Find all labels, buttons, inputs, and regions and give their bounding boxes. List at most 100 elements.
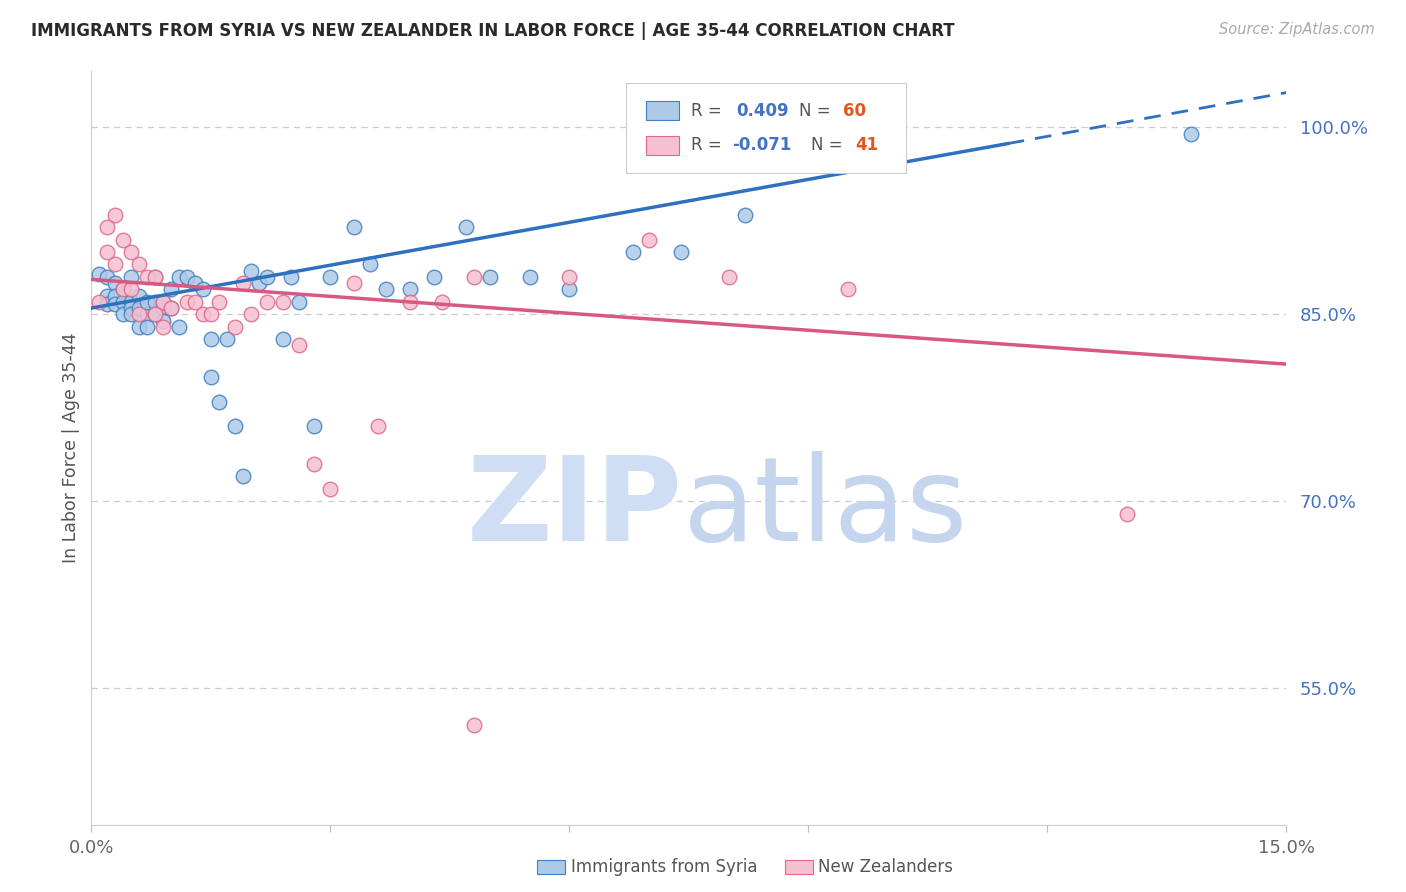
Point bbox=[200, 332, 222, 346]
Point bbox=[287, 294, 309, 309]
Text: 0.409: 0.409 bbox=[737, 102, 789, 120]
Point bbox=[200, 307, 222, 321]
Point bbox=[191, 307, 214, 321]
Point bbox=[367, 419, 389, 434]
Point bbox=[224, 319, 246, 334]
Point bbox=[152, 294, 174, 309]
Point bbox=[160, 301, 183, 315]
Point bbox=[215, 332, 238, 346]
Point bbox=[247, 276, 270, 290]
Point bbox=[143, 307, 166, 321]
Point bbox=[120, 269, 142, 284]
Point bbox=[463, 718, 485, 732]
Point bbox=[136, 269, 159, 284]
Point bbox=[319, 269, 342, 284]
Point bbox=[200, 369, 222, 384]
Point bbox=[399, 282, 422, 296]
Point bbox=[717, 269, 740, 284]
Point bbox=[96, 220, 118, 235]
Point bbox=[128, 307, 150, 321]
Point bbox=[280, 269, 302, 284]
Point bbox=[96, 288, 118, 302]
Point bbox=[176, 269, 198, 284]
Point bbox=[208, 294, 231, 309]
Point bbox=[239, 263, 262, 277]
Point bbox=[89, 294, 111, 309]
Point bbox=[399, 294, 422, 309]
Point bbox=[478, 269, 501, 284]
Point bbox=[423, 269, 446, 284]
Point bbox=[152, 301, 174, 315]
Text: Immigrants from Syria: Immigrants from Syria bbox=[571, 858, 758, 876]
Text: Source: ZipAtlas.com: Source: ZipAtlas.com bbox=[1219, 22, 1375, 37]
Point bbox=[1116, 507, 1139, 521]
Point bbox=[1180, 127, 1202, 141]
Text: ZIP: ZIP bbox=[467, 451, 683, 566]
Point bbox=[191, 282, 214, 296]
Point bbox=[837, 282, 859, 296]
Text: 60: 60 bbox=[844, 102, 866, 120]
Text: R =: R = bbox=[692, 136, 727, 154]
Point bbox=[104, 208, 127, 222]
Point bbox=[120, 294, 142, 309]
Point bbox=[239, 307, 262, 321]
Point bbox=[112, 282, 135, 296]
Point bbox=[430, 294, 453, 309]
Point bbox=[176, 294, 198, 309]
Point bbox=[454, 220, 477, 235]
Point bbox=[152, 313, 174, 327]
Point bbox=[359, 257, 381, 271]
Point bbox=[104, 288, 127, 302]
Point bbox=[734, 208, 756, 222]
Point bbox=[256, 294, 278, 309]
Point bbox=[120, 307, 142, 321]
FancyBboxPatch shape bbox=[626, 83, 907, 173]
Point bbox=[120, 282, 142, 296]
Point bbox=[112, 233, 135, 247]
Point bbox=[104, 257, 127, 271]
Text: -0.071: -0.071 bbox=[733, 136, 792, 154]
Point bbox=[271, 294, 294, 309]
Point bbox=[160, 301, 183, 315]
Point bbox=[304, 457, 326, 471]
Point bbox=[96, 269, 118, 284]
Point bbox=[304, 419, 326, 434]
Point bbox=[112, 282, 135, 296]
Point bbox=[112, 294, 135, 309]
Point bbox=[558, 282, 581, 296]
Point bbox=[287, 338, 309, 352]
Text: IMMIGRANTS FROM SYRIA VS NEW ZEALANDER IN LABOR FORCE | AGE 35-44 CORRELATION CH: IMMIGRANTS FROM SYRIA VS NEW ZEALANDER I… bbox=[31, 22, 955, 40]
Point bbox=[143, 269, 166, 284]
Point bbox=[120, 245, 142, 260]
Point bbox=[143, 269, 166, 284]
FancyBboxPatch shape bbox=[645, 101, 679, 120]
Point bbox=[669, 245, 692, 260]
Point bbox=[208, 394, 231, 409]
Point bbox=[143, 307, 166, 321]
Text: atlas: atlas bbox=[683, 451, 969, 566]
Point bbox=[104, 276, 127, 290]
Text: R =: R = bbox=[692, 102, 727, 120]
Text: N =: N = bbox=[799, 102, 835, 120]
Point bbox=[120, 301, 142, 315]
Point bbox=[319, 482, 342, 496]
Point bbox=[104, 297, 127, 311]
Point bbox=[136, 307, 159, 321]
Point bbox=[128, 301, 150, 315]
Y-axis label: In Labor Force | Age 35-44: In Labor Force | Age 35-44 bbox=[62, 333, 80, 564]
Point bbox=[136, 294, 159, 309]
Text: New Zealanders: New Zealanders bbox=[818, 858, 953, 876]
Point bbox=[519, 269, 541, 284]
Point bbox=[96, 297, 118, 311]
Point bbox=[89, 268, 111, 282]
Point bbox=[184, 276, 207, 290]
Point bbox=[167, 319, 190, 334]
Point bbox=[343, 220, 366, 235]
Point bbox=[128, 257, 150, 271]
Point bbox=[152, 319, 174, 334]
Point bbox=[621, 245, 644, 260]
Point bbox=[96, 245, 118, 260]
Point bbox=[160, 282, 183, 296]
Point bbox=[638, 233, 661, 247]
Point bbox=[232, 276, 254, 290]
